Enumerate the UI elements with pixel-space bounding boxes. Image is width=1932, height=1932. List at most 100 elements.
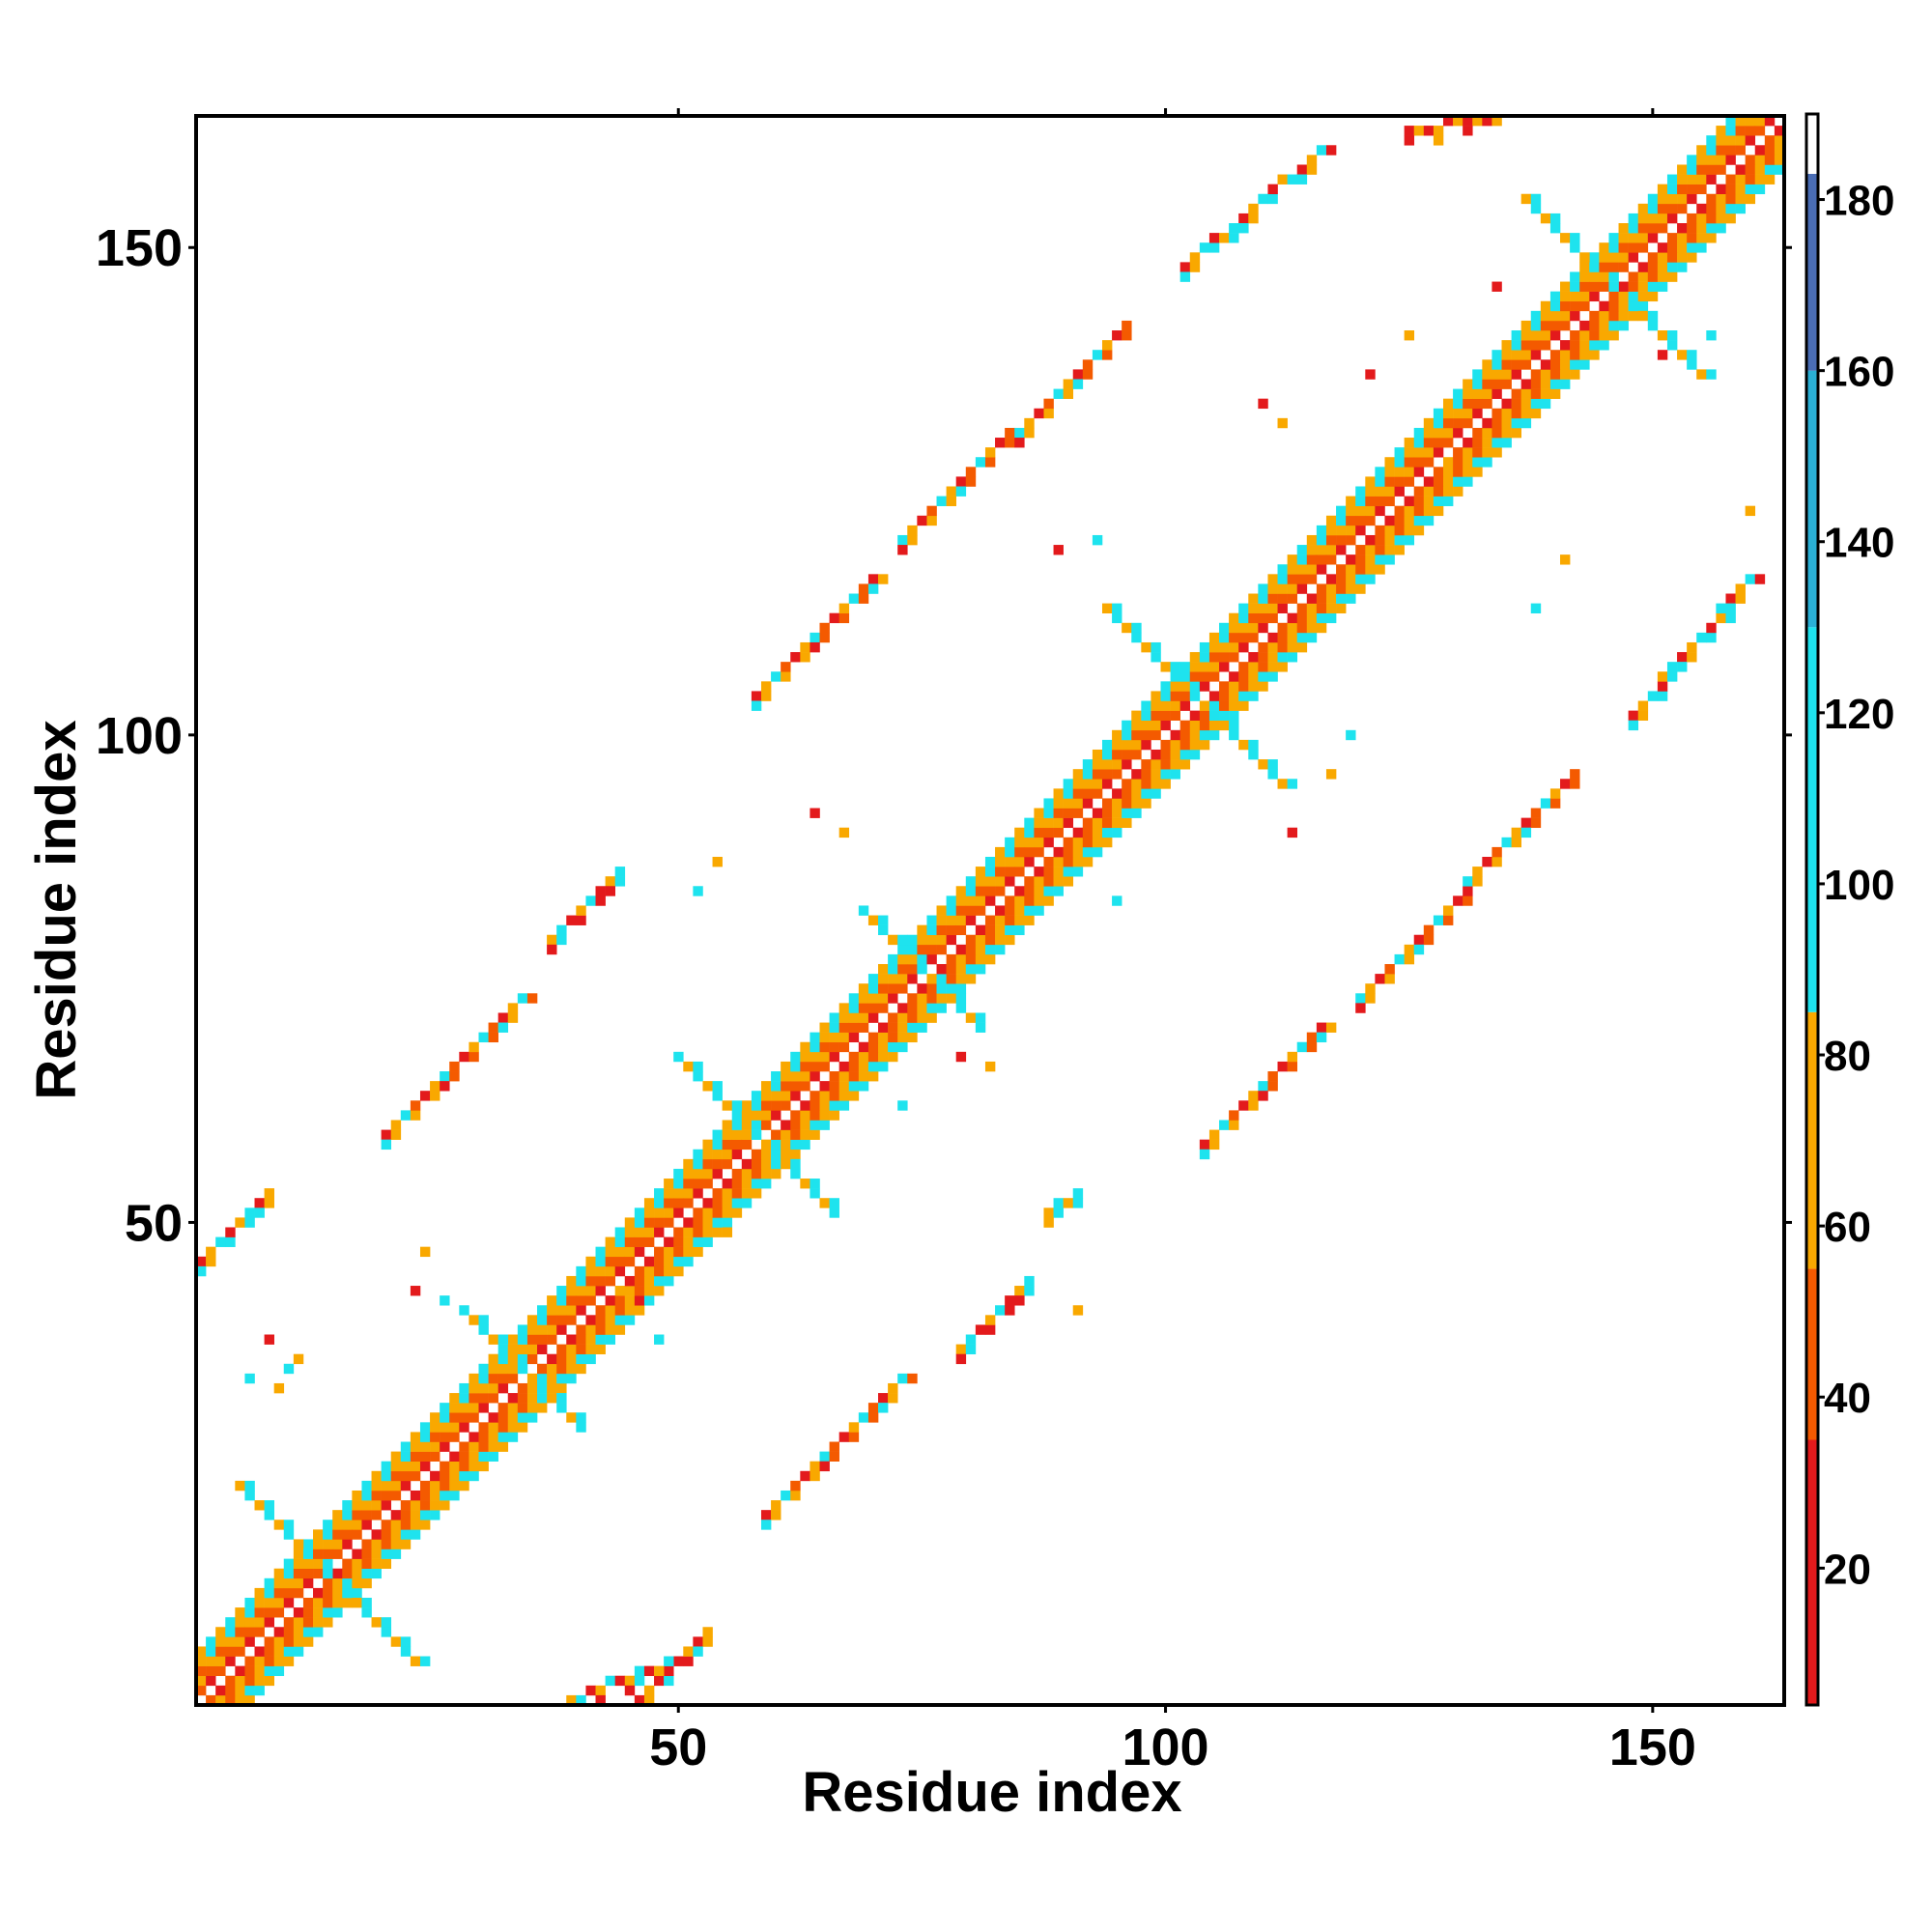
heatmap-cell (975, 964, 986, 975)
heatmap-cell (1384, 486, 1395, 497)
heatmap-cell (1219, 662, 1230, 672)
heatmap-cell (410, 1470, 421, 1482)
heatmap-cell (741, 1100, 753, 1111)
heatmap-cell (1112, 827, 1122, 838)
heatmap-cell (1404, 496, 1415, 506)
heatmap-cell (673, 1236, 684, 1247)
heatmap-cell (664, 1665, 674, 1677)
heatmap-cell (712, 856, 723, 867)
heatmap-cell (888, 964, 898, 975)
heatmap-cell (1570, 310, 1580, 322)
heatmap-cell (810, 1110, 820, 1121)
heatmap-cell (469, 1373, 479, 1384)
heatmap-cell (1745, 155, 1756, 165)
heatmap-cell (781, 1149, 791, 1160)
heatmap-cell (810, 1179, 820, 1189)
heatmap-cell (1092, 350, 1103, 360)
heatmap-cell (1492, 359, 1502, 370)
heatmap-cell (810, 1041, 820, 1053)
heatmap-cell (1530, 330, 1542, 341)
heatmap-cell (771, 1081, 781, 1092)
heatmap-cell (955, 1353, 967, 1365)
heatmap-cell (1014, 867, 1025, 877)
heatmap-cell (1082, 788, 1094, 799)
heatmap-cell (664, 1236, 674, 1247)
heatmap-cell (497, 1441, 509, 1452)
heatmap-cell (1092, 759, 1103, 770)
heatmap-cell (1725, 203, 1736, 214)
heatmap-cell (206, 1256, 216, 1267)
heatmap-cell (1092, 817, 1103, 829)
heatmap-cell (683, 1217, 694, 1228)
heatmap-cell (888, 934, 898, 946)
heatmap-cell (400, 1646, 412, 1657)
heatmap-cell (1482, 427, 1492, 439)
heatmap-cell (1657, 223, 1668, 234)
heatmap-cell (1696, 164, 1707, 175)
heatmap-cell (897, 944, 908, 955)
heatmap-cell (244, 1656, 255, 1666)
heatmap-cell (1005, 846, 1015, 858)
heatmap-cell (488, 1353, 498, 1365)
heatmap-cell (1063, 846, 1074, 858)
heatmap-cell (1463, 476, 1473, 487)
heatmap-cell (352, 1490, 362, 1501)
heatmap-cell (342, 1510, 353, 1520)
heatmap-cell (332, 1597, 343, 1608)
heatmap-cell (352, 1558, 362, 1570)
heatmap-cell (1637, 700, 1649, 711)
heatmap-cell (225, 1646, 236, 1657)
heatmap-cell (878, 1003, 889, 1013)
heatmap-cell (1647, 320, 1659, 331)
heatmap-cell (361, 1500, 372, 1511)
heatmap-cell (829, 1100, 839, 1111)
heatmap-cell (283, 1646, 295, 1657)
heatmap-cell (1199, 1139, 1210, 1151)
heatmap-cell (400, 1529, 412, 1540)
heatmap-cell (517, 1393, 528, 1404)
heatmap-cell (264, 1597, 274, 1608)
heatmap-cell (283, 1597, 295, 1608)
heatmap-cell (313, 1539, 324, 1549)
heatmap-cell (507, 1373, 519, 1384)
heatmap-cell (1034, 895, 1044, 906)
heatmap-cell (1530, 603, 1542, 613)
heatmap-cell (390, 1120, 402, 1130)
heatmap-cell (1258, 622, 1268, 634)
heatmap-cell (936, 944, 947, 955)
heatmap-cell (1277, 174, 1288, 185)
heatmap-cell (995, 856, 1006, 867)
heatmap-cell (332, 1539, 343, 1549)
heatmap-cell (810, 641, 820, 653)
heatmap-cell (1404, 135, 1415, 146)
heatmap-cell (995, 934, 1006, 946)
heatmap-cell (1599, 340, 1609, 351)
heatmap-cell (654, 1334, 665, 1345)
heatmap-cell (1637, 281, 1649, 292)
heatmap-cell (440, 1470, 450, 1482)
heatmap-cell (1579, 300, 1590, 312)
heatmap-cell (1219, 233, 1230, 243)
heatmap-cell (624, 1227, 636, 1237)
heatmap-cell (400, 1510, 412, 1520)
heatmap-cell (1229, 671, 1239, 682)
heatmap-cell (1637, 203, 1649, 214)
heatmap-cell (1101, 603, 1113, 613)
heatmap-cell (838, 1022, 850, 1033)
heatmap-cell (419, 1490, 431, 1501)
heatmap-cell (1306, 1041, 1318, 1053)
heatmap-cell (1189, 739, 1201, 751)
heatmap-cell (810, 1061, 820, 1072)
heatmap-cell (1628, 213, 1639, 224)
heatmap-cell (1189, 749, 1201, 760)
heatmap-cell (1208, 671, 1220, 682)
heatmap-cell (1355, 515, 1366, 526)
heatmap-cell (1160, 769, 1171, 780)
heatmap-cell (1296, 603, 1308, 613)
heatmap-cell (1365, 505, 1376, 517)
heatmap-cell (273, 1568, 285, 1579)
heatmap-cell (790, 1081, 801, 1092)
heatmap-cell (1248, 612, 1259, 624)
heatmap-cell (1014, 924, 1025, 936)
heatmap-cell (1151, 652, 1161, 663)
